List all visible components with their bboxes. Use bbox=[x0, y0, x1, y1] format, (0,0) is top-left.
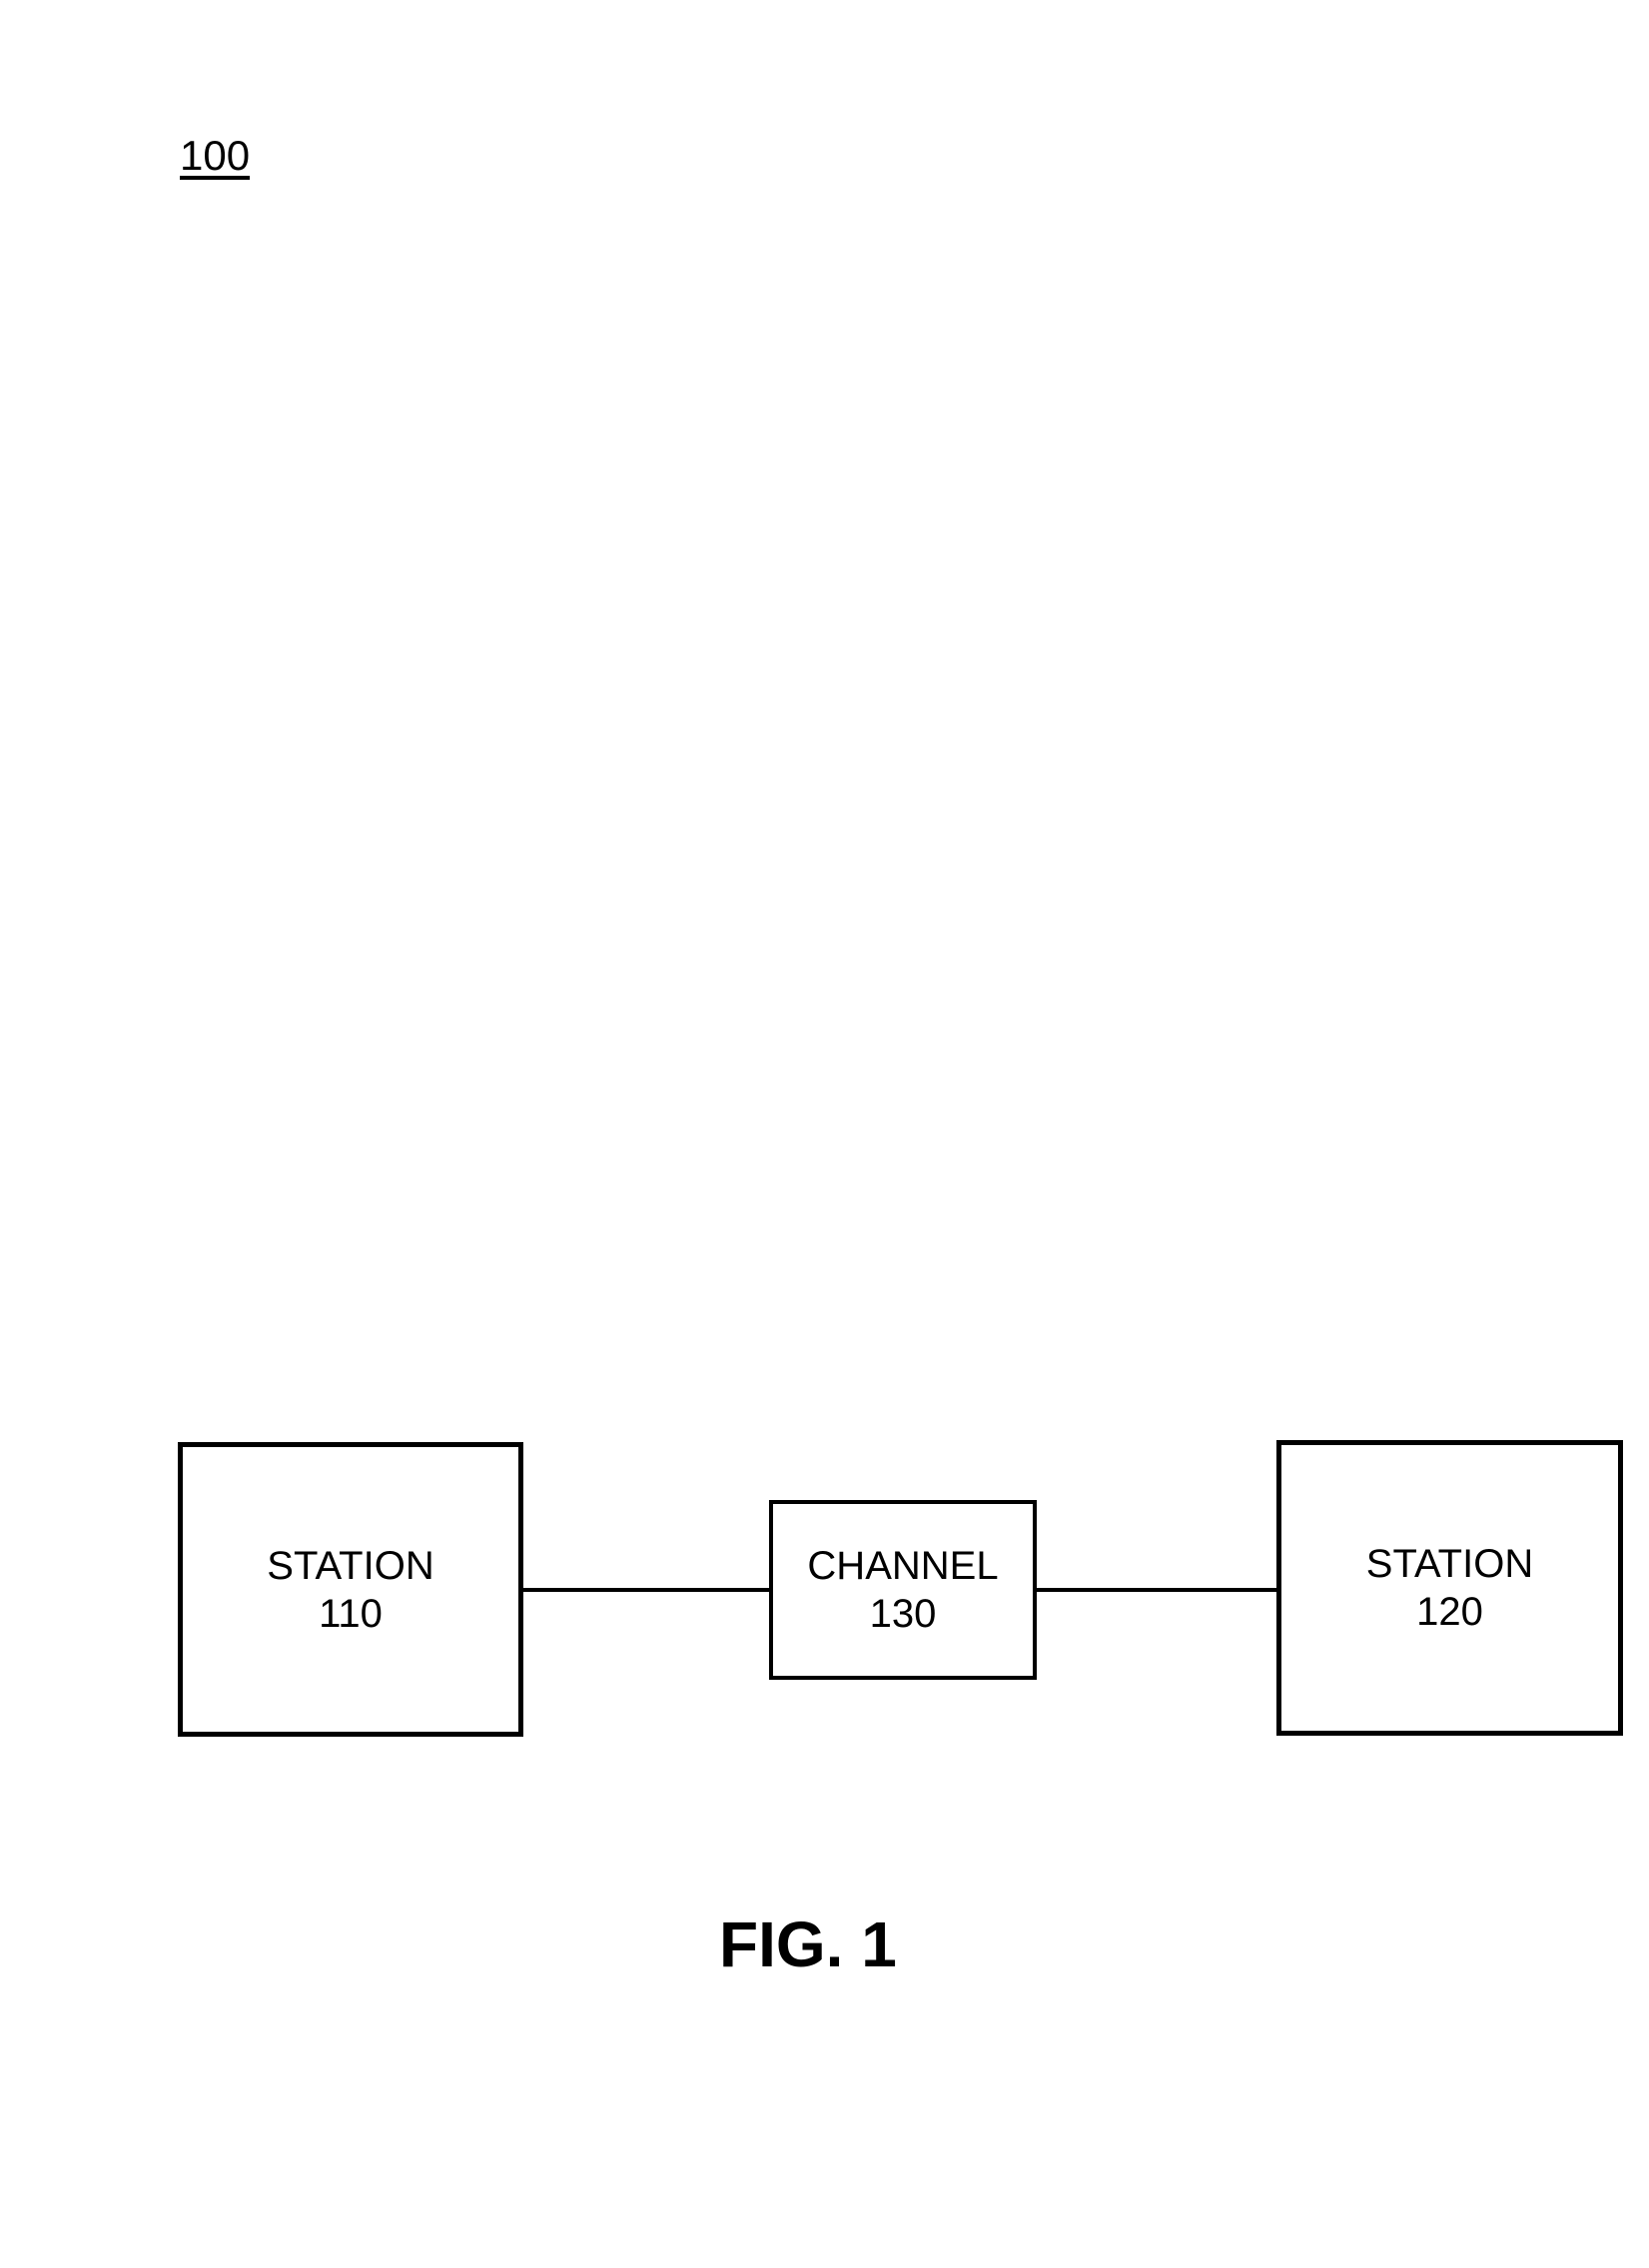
node-label-line2: 130 bbox=[870, 1590, 937, 1638]
node-channel-130: CHANNEL 130 bbox=[769, 1500, 1037, 1680]
node-label-line2: 110 bbox=[319, 1590, 383, 1638]
node-station-120: STATION 120 bbox=[1276, 1440, 1623, 1736]
node-label-line1: CHANNEL bbox=[807, 1542, 998, 1590]
figure-ref-label: 100 bbox=[180, 132, 250, 180]
node-label-line2: 120 bbox=[1416, 1588, 1483, 1636]
figure-canvas: 100 STATION 110 CHANNEL 130 STATION 120 … bbox=[0, 0, 1649, 2268]
node-label-line1: STATION bbox=[1366, 1540, 1533, 1588]
node-label-line1: STATION bbox=[267, 1542, 433, 1590]
edge-channel130-station120 bbox=[1037, 1588, 1276, 1592]
figure-caption: FIG. 1 bbox=[719, 1907, 897, 1981]
edge-station110-channel130 bbox=[523, 1588, 769, 1592]
node-station-110: STATION 110 bbox=[178, 1442, 523, 1737]
